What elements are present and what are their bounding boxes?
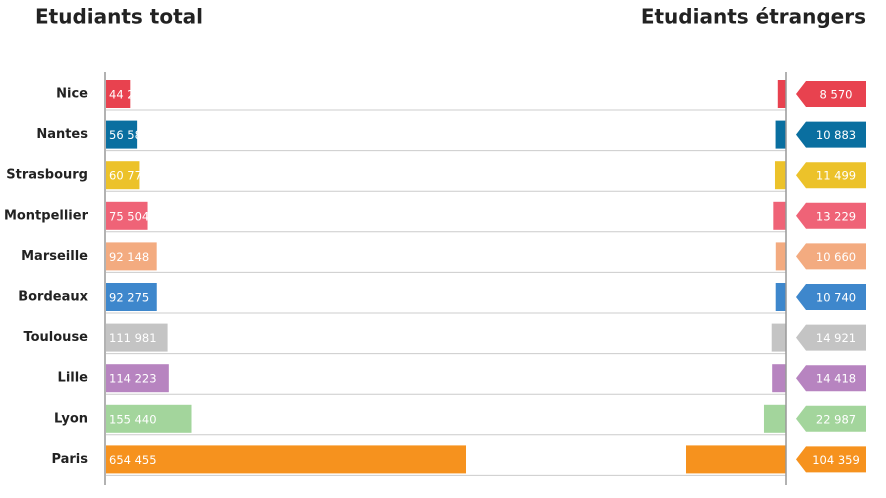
bar-total bbox=[106, 161, 140, 190]
value-label: 10 660 bbox=[816, 250, 856, 264]
value-label: 22 987 bbox=[816, 412, 856, 426]
bar-total bbox=[106, 323, 168, 352]
value-tag bbox=[796, 446, 866, 473]
bar-total bbox=[106, 364, 169, 393]
value-tag bbox=[796, 405, 866, 432]
category-label: Toulouse bbox=[23, 330, 88, 345]
category-label: Marseille bbox=[21, 249, 88, 264]
bar-total bbox=[106, 242, 157, 271]
value-label: 92 148 bbox=[109, 250, 149, 264]
value-label: 75 504 bbox=[109, 209, 149, 223]
bar-foreign bbox=[775, 120, 786, 149]
bar-total bbox=[106, 201, 148, 230]
value-label: 10 740 bbox=[816, 291, 856, 305]
value-tag bbox=[796, 202, 866, 229]
value-tag bbox=[796, 365, 866, 392]
bar-foreign bbox=[773, 201, 786, 230]
category-label: Strasbourg bbox=[6, 168, 88, 183]
value-label: 104 359 bbox=[812, 453, 860, 467]
value-tag bbox=[796, 162, 866, 189]
bar-total bbox=[106, 445, 466, 474]
bar-total bbox=[106, 120, 138, 149]
bar-foreign bbox=[772, 364, 786, 393]
bar-foreign bbox=[774, 161, 786, 190]
value-label: 14 418 bbox=[816, 372, 856, 386]
value-label: 155 440 bbox=[109, 412, 157, 426]
value-label: 56 585 bbox=[109, 128, 149, 142]
value-label: 654 455 bbox=[109, 453, 157, 467]
value-tag bbox=[796, 243, 866, 270]
value-label: 11 499 bbox=[816, 169, 856, 183]
bar-foreign bbox=[763, 404, 786, 433]
value-label: 10 883 bbox=[816, 128, 856, 142]
value-tag bbox=[796, 121, 866, 148]
bar-total bbox=[106, 404, 192, 433]
value-tag bbox=[796, 324, 866, 351]
category-label: Montpellier bbox=[4, 208, 89, 223]
value-label: 14 921 bbox=[816, 331, 856, 345]
value-tag bbox=[796, 81, 866, 107]
bar-foreign bbox=[777, 80, 786, 108]
right-heading: Etudiants étrangers bbox=[641, 5, 866, 29]
bar-foreign bbox=[775, 242, 786, 271]
bar-foreign bbox=[686, 445, 786, 474]
category-label: Lille bbox=[58, 371, 89, 386]
value-label: 92 275 bbox=[109, 291, 149, 305]
category-label: Nice bbox=[56, 87, 88, 102]
bar-total bbox=[106, 283, 157, 311]
value-label: 44 221 bbox=[109, 88, 149, 102]
bar-total bbox=[106, 80, 131, 108]
bar-foreign bbox=[775, 283, 786, 311]
left-heading: Etudiants total bbox=[35, 5, 203, 29]
value-label: 60 770 bbox=[109, 169, 149, 183]
category-label: Paris bbox=[51, 452, 88, 467]
category-label: Nantes bbox=[36, 127, 88, 142]
category-label: Bordeaux bbox=[18, 290, 88, 305]
value-tag bbox=[796, 284, 866, 310]
value-label: 111 981 bbox=[109, 331, 157, 345]
value-label: 13 229 bbox=[816, 209, 856, 223]
value-label: 8 570 bbox=[820, 88, 853, 102]
category-label: Lyon bbox=[54, 411, 88, 426]
bar-foreign bbox=[771, 323, 786, 352]
value-label: 114 223 bbox=[109, 372, 157, 386]
